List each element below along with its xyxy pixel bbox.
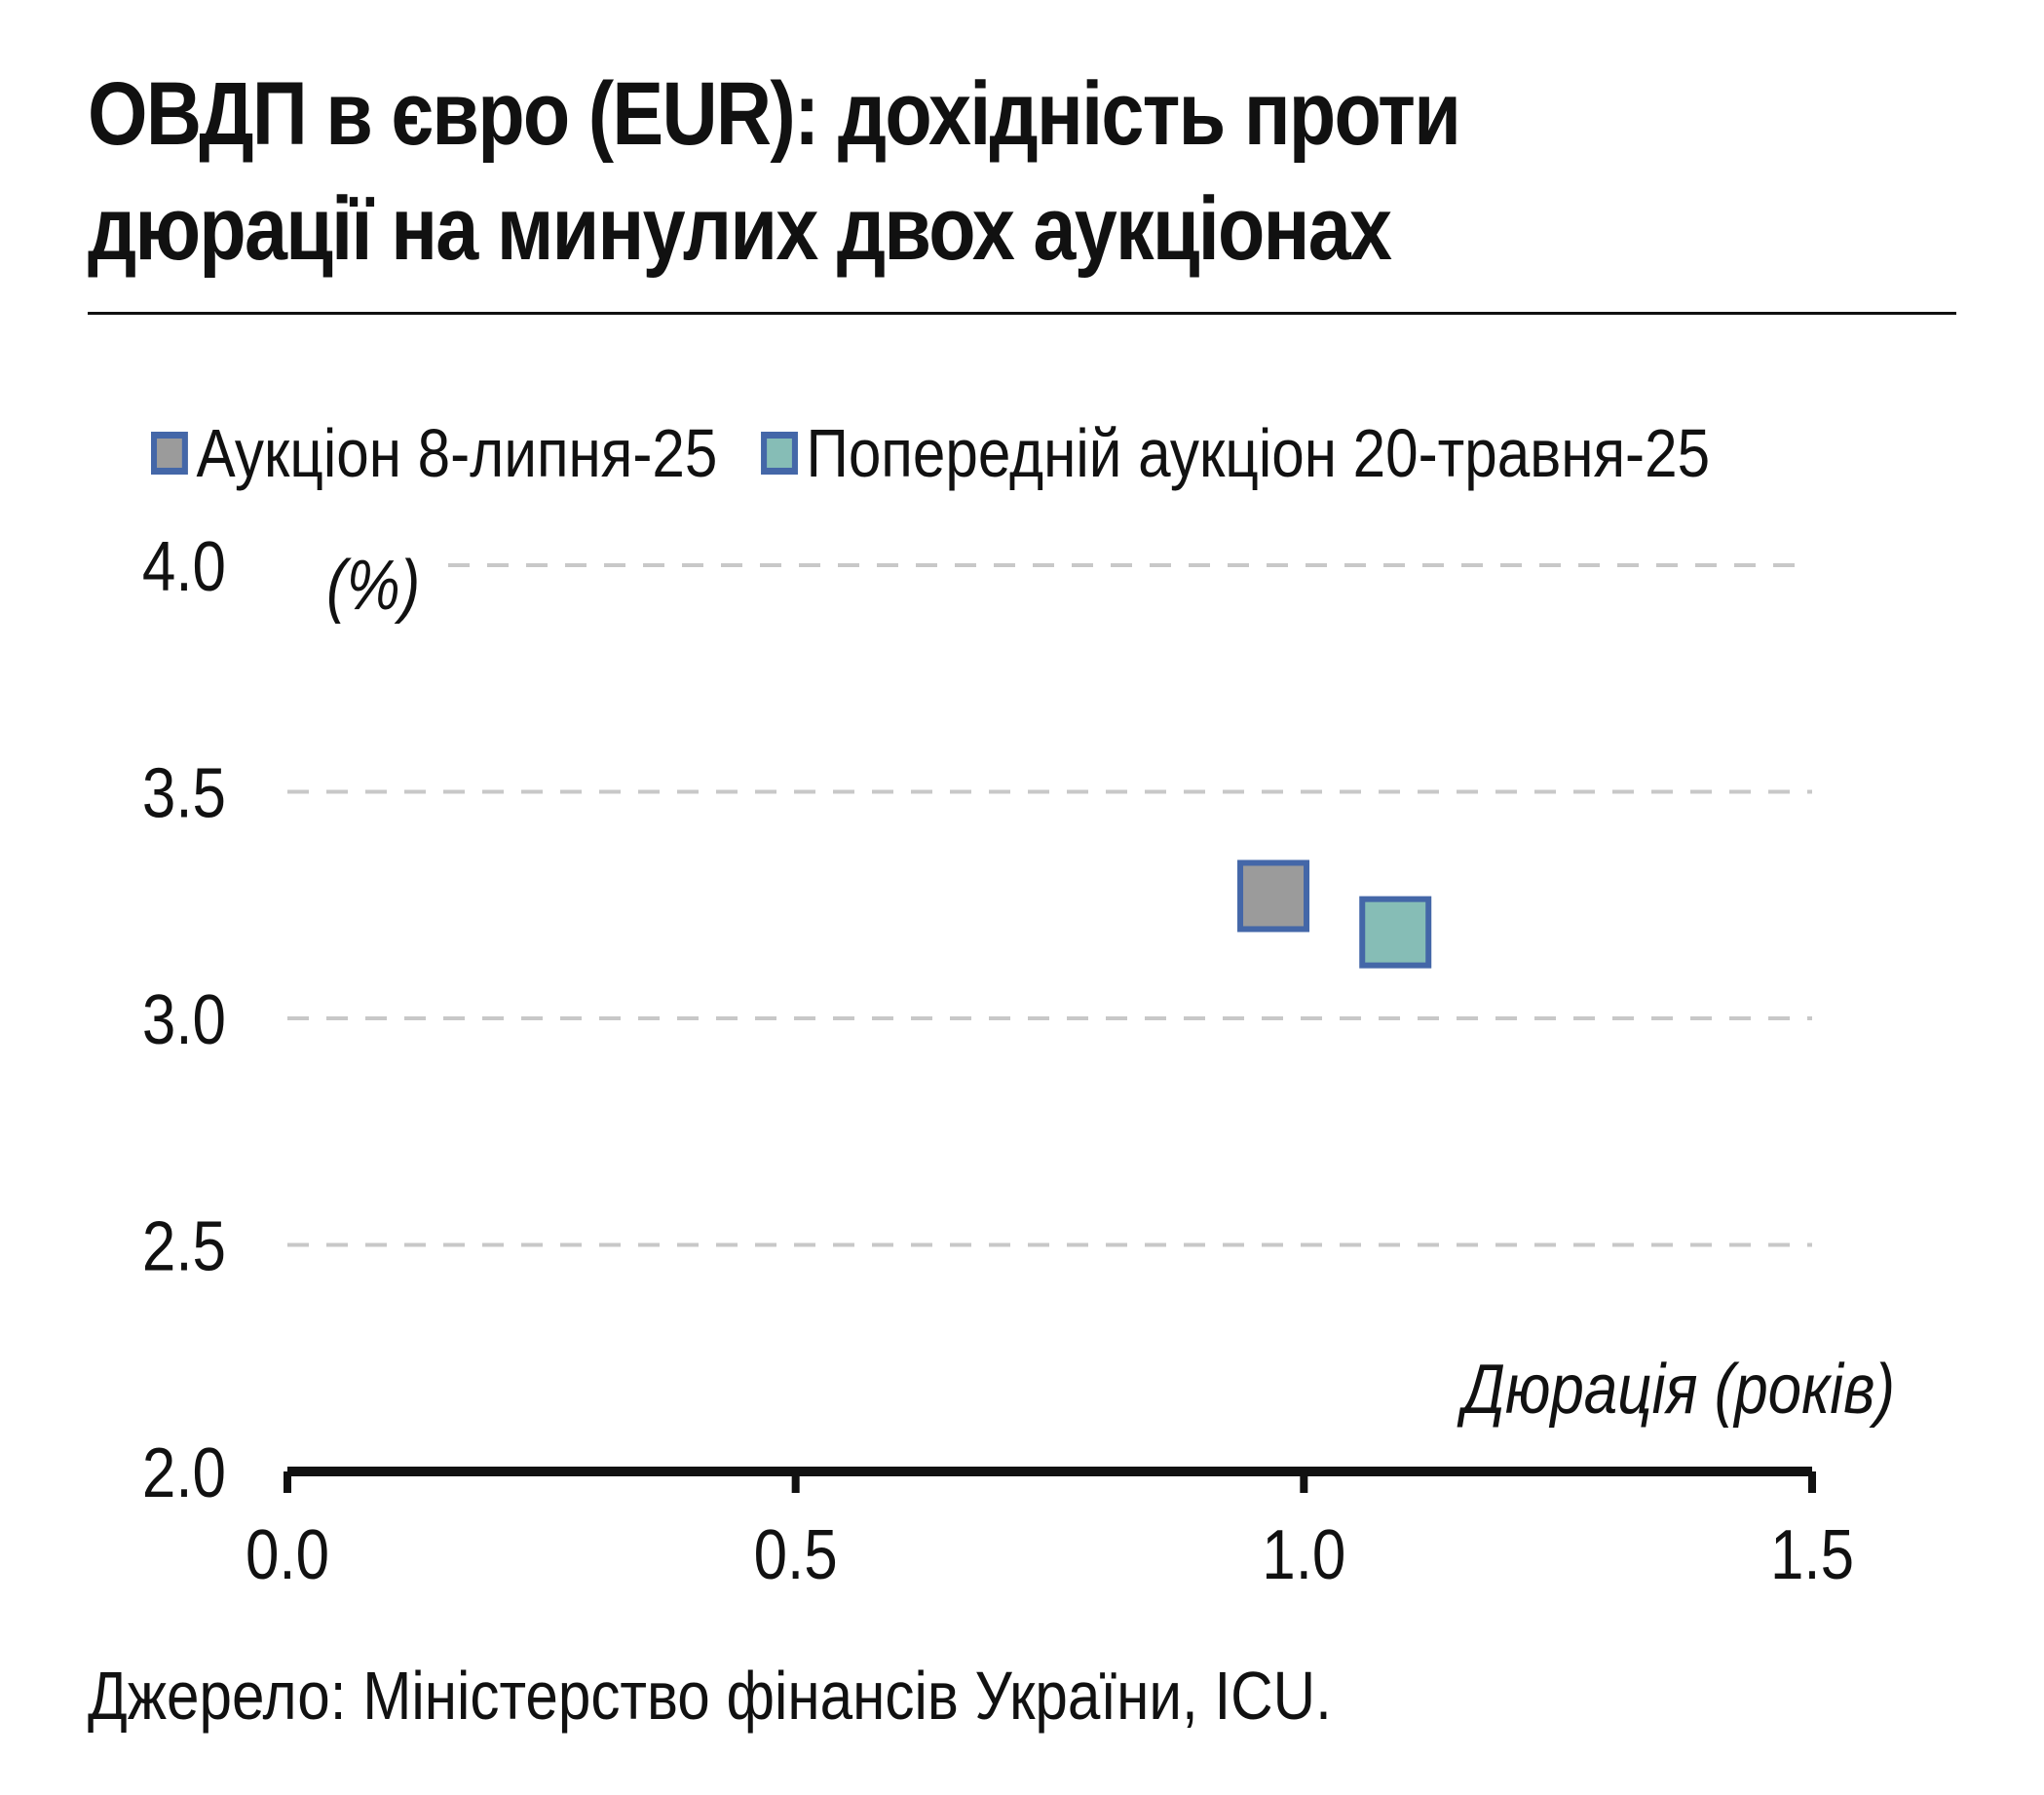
chart-title: ОВДП в євро (EUR): дохідність проти дюра…: [88, 64, 1461, 279]
source-note: Джерело: Міністерство фінансів України, …: [88, 1658, 1332, 1734]
y-tick-label: 2.5: [142, 1207, 226, 1285]
y-tick-label: 3.5: [142, 754, 226, 832]
x-axis-label: Дюрація (років): [1457, 1351, 1895, 1429]
data-point-series-1: [1237, 859, 1310, 933]
x-tick-label: 1.0: [1262, 1516, 1345, 1594]
legend-item-series-1: Аукціон 8-липня-25: [151, 414, 717, 492]
x-tick-label: 1.5: [1770, 1516, 1854, 1594]
legend-label-series-2: Попередній аукціон 20-травня-25: [806, 415, 1711, 491]
legend-swatch-series-1: [151, 432, 188, 475]
y-axis-label: (%): [326, 547, 420, 625]
x-tick-label: 0.5: [754, 1516, 838, 1594]
y-tick-label: 3.0: [142, 981, 226, 1059]
scatter-chart: 2.0 2.5 3.0 3.5 4.0 0.0 0.5 1.0 1.5 (%) Дюрація (р…: [142, 528, 1895, 1594]
legend-label-series-1: Аукціон 8-липня-25: [196, 415, 718, 491]
title-divider: [88, 312, 1956, 315]
y-tick-label: 4.0: [142, 528, 226, 606]
legend-swatch-series-2: [761, 432, 798, 475]
x-tick-label: 0.0: [246, 1516, 329, 1594]
legend-item-series-2: Попередній аукціон 20-травня-25: [761, 414, 1710, 492]
data-point-series-2: [1359, 896, 1432, 969]
legend: Аукціон 8-липня-25 Попередній аукціон 20…: [151, 409, 1754, 497]
y-tick-label: 2.0: [142, 1434, 226, 1512]
